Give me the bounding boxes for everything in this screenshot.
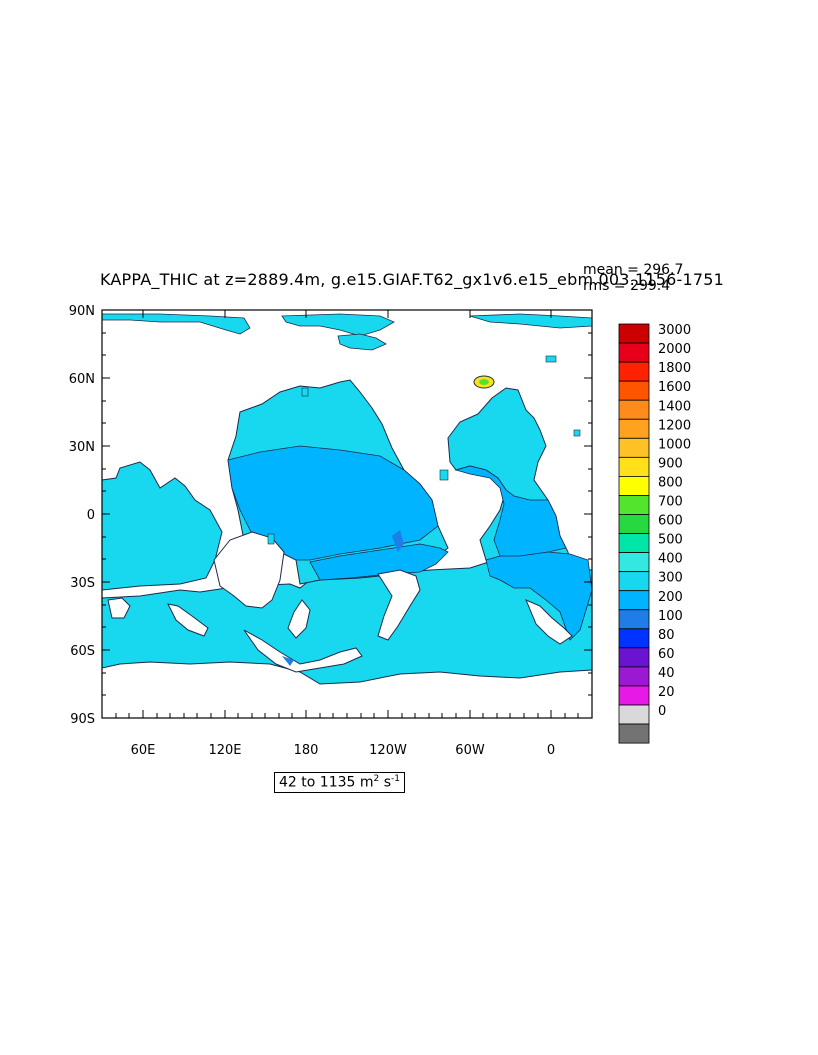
colorbar-level-label: 400 (658, 552, 683, 567)
colorbar-level-label: 100 (658, 609, 683, 624)
y-label-90n: 90N (69, 304, 95, 319)
colorbar-level-label: 600 (658, 514, 683, 529)
map-plot (102, 310, 592, 718)
colorbar-swatch (618, 342, 650, 363)
colorbar-level-label: 80 (658, 628, 675, 643)
y-label-30n: 30N (69, 440, 95, 455)
x-label-60w: 60W (455, 743, 485, 758)
title-text: KAPPA_THIC at z=2889.4m, g.e15.GIAF.T62_… (100, 270, 635, 289)
deep-blue-patch-1 (392, 530, 404, 552)
range-unit-exp1: 2 (373, 774, 380, 784)
colorbar-swatch (618, 323, 650, 344)
colorbar-level-label: 1200 (658, 418, 691, 433)
colorbar-level-label: 3000 (658, 323, 691, 338)
colorbar-level-label: 500 (658, 533, 683, 548)
colorbar-level-label: 1800 (658, 361, 691, 376)
deep-blue-patch-2 (282, 656, 294, 666)
new-zealand-plateau (287, 599, 311, 639)
x-label-120e: 120E (208, 743, 241, 758)
colorbar-level-label: 0 (658, 704, 666, 719)
scotia-land (107, 597, 131, 619)
colorbar-swatch (618, 399, 650, 420)
southern-ocean (102, 559, 592, 685)
colorbar-swatch (618, 418, 650, 439)
axis-ticks (102, 309, 592, 719)
greenland-hotspot (473, 375, 495, 389)
colorbar-level-label: 60 (658, 647, 675, 662)
colorbar-swatch (618, 437, 650, 458)
range-label: 42 to 1135 m2 s-1 (274, 772, 405, 793)
pacific-south-band (309, 543, 449, 581)
plot-title: KAPPA_THIC at z=2889.4m, g.e15.GIAF.T62_… (100, 270, 724, 289)
kerguelen-plateau (167, 603, 209, 637)
colorbar-swatch (618, 456, 650, 477)
indian-ocean-west (102, 461, 223, 591)
mean-label: mean = 296.7 (583, 262, 684, 278)
y-axis-labels: 90N 60N 30N 0 30S 60S 90S (69, 304, 95, 727)
colorbar-swatch (618, 685, 650, 706)
x-label-120w: 120W (369, 743, 407, 758)
atlantic-blue-zone (454, 465, 567, 561)
y-label-90s: 90S (70, 712, 95, 727)
range-unit-s: s (383, 774, 392, 791)
colorbar-swatch (618, 495, 650, 515)
y-label-60n: 60N (69, 372, 95, 387)
y-label-0: 0 (87, 508, 95, 523)
colorbar-level-label: 1000 (658, 437, 691, 452)
colorbar-swatch (618, 475, 650, 496)
colorbar-swatch (618, 533, 650, 553)
colorbar-level-label: 900 (658, 456, 683, 471)
x-label-180: 180 (294, 743, 319, 758)
x-axis-labels: 60E 120E 180 120W 60W 0 (131, 743, 556, 758)
colorbar-swatch (618, 723, 650, 744)
colorbar-swatch (618, 647, 650, 668)
y-label-30s: 30S (70, 576, 95, 591)
weddell-land (525, 599, 573, 645)
arctic-ocean-piece (337, 333, 387, 351)
y-label-60s: 60S (70, 644, 95, 659)
range-low: 42 (279, 774, 297, 791)
rms-label: rms = 299.4 (583, 278, 671, 294)
colorbar-swatch (618, 609, 650, 630)
south-atlantic (485, 551, 592, 641)
range-unit-m: m (359, 774, 374, 791)
colorbar-swatch (618, 380, 650, 401)
range-unit-exp2: -1 (391, 774, 400, 784)
colorbar-swatch (618, 704, 650, 725)
colorbar-level-label: 40 (658, 666, 675, 681)
colorbar-level-label: 1600 (658, 380, 691, 395)
colorbar-swatch (618, 552, 650, 573)
x-label-0: 0 (547, 743, 555, 758)
colorbar-swatch (618, 571, 650, 592)
colorbar-swatch (618, 628, 650, 649)
colorbar: 3000200018001600140012001000900800700600… (618, 323, 691, 744)
range-connector: to (301, 774, 316, 791)
colorbar-level-label: 700 (658, 495, 683, 510)
scattered-islands (267, 355, 581, 545)
colorbar-level-label: 800 (658, 475, 683, 490)
arctic-ocean-right (469, 313, 592, 329)
arctic-ocean-left (102, 313, 251, 335)
colorbar-swatch (618, 514, 650, 534)
antarctic-shelf-1 (243, 629, 363, 673)
colorbar-level-label: 200 (658, 590, 683, 605)
title-years: 1156-1751 (634, 270, 724, 289)
australia-land (213, 531, 285, 609)
colorbar-level-label: 300 (658, 571, 683, 586)
colorbar-level-label: 1400 (658, 399, 691, 414)
x-label-60e: 60E (131, 743, 156, 758)
pacific-antarctic-ridge (377, 569, 421, 641)
colorbar-level-label: 2000 (658, 342, 691, 357)
range-high: 1135 (319, 774, 356, 791)
colorbar-swatch (618, 590, 650, 611)
colorbar-level-label: 20 (658, 685, 675, 700)
colorbar-swatch (618, 666, 650, 687)
colorbar-swatch (618, 361, 650, 382)
